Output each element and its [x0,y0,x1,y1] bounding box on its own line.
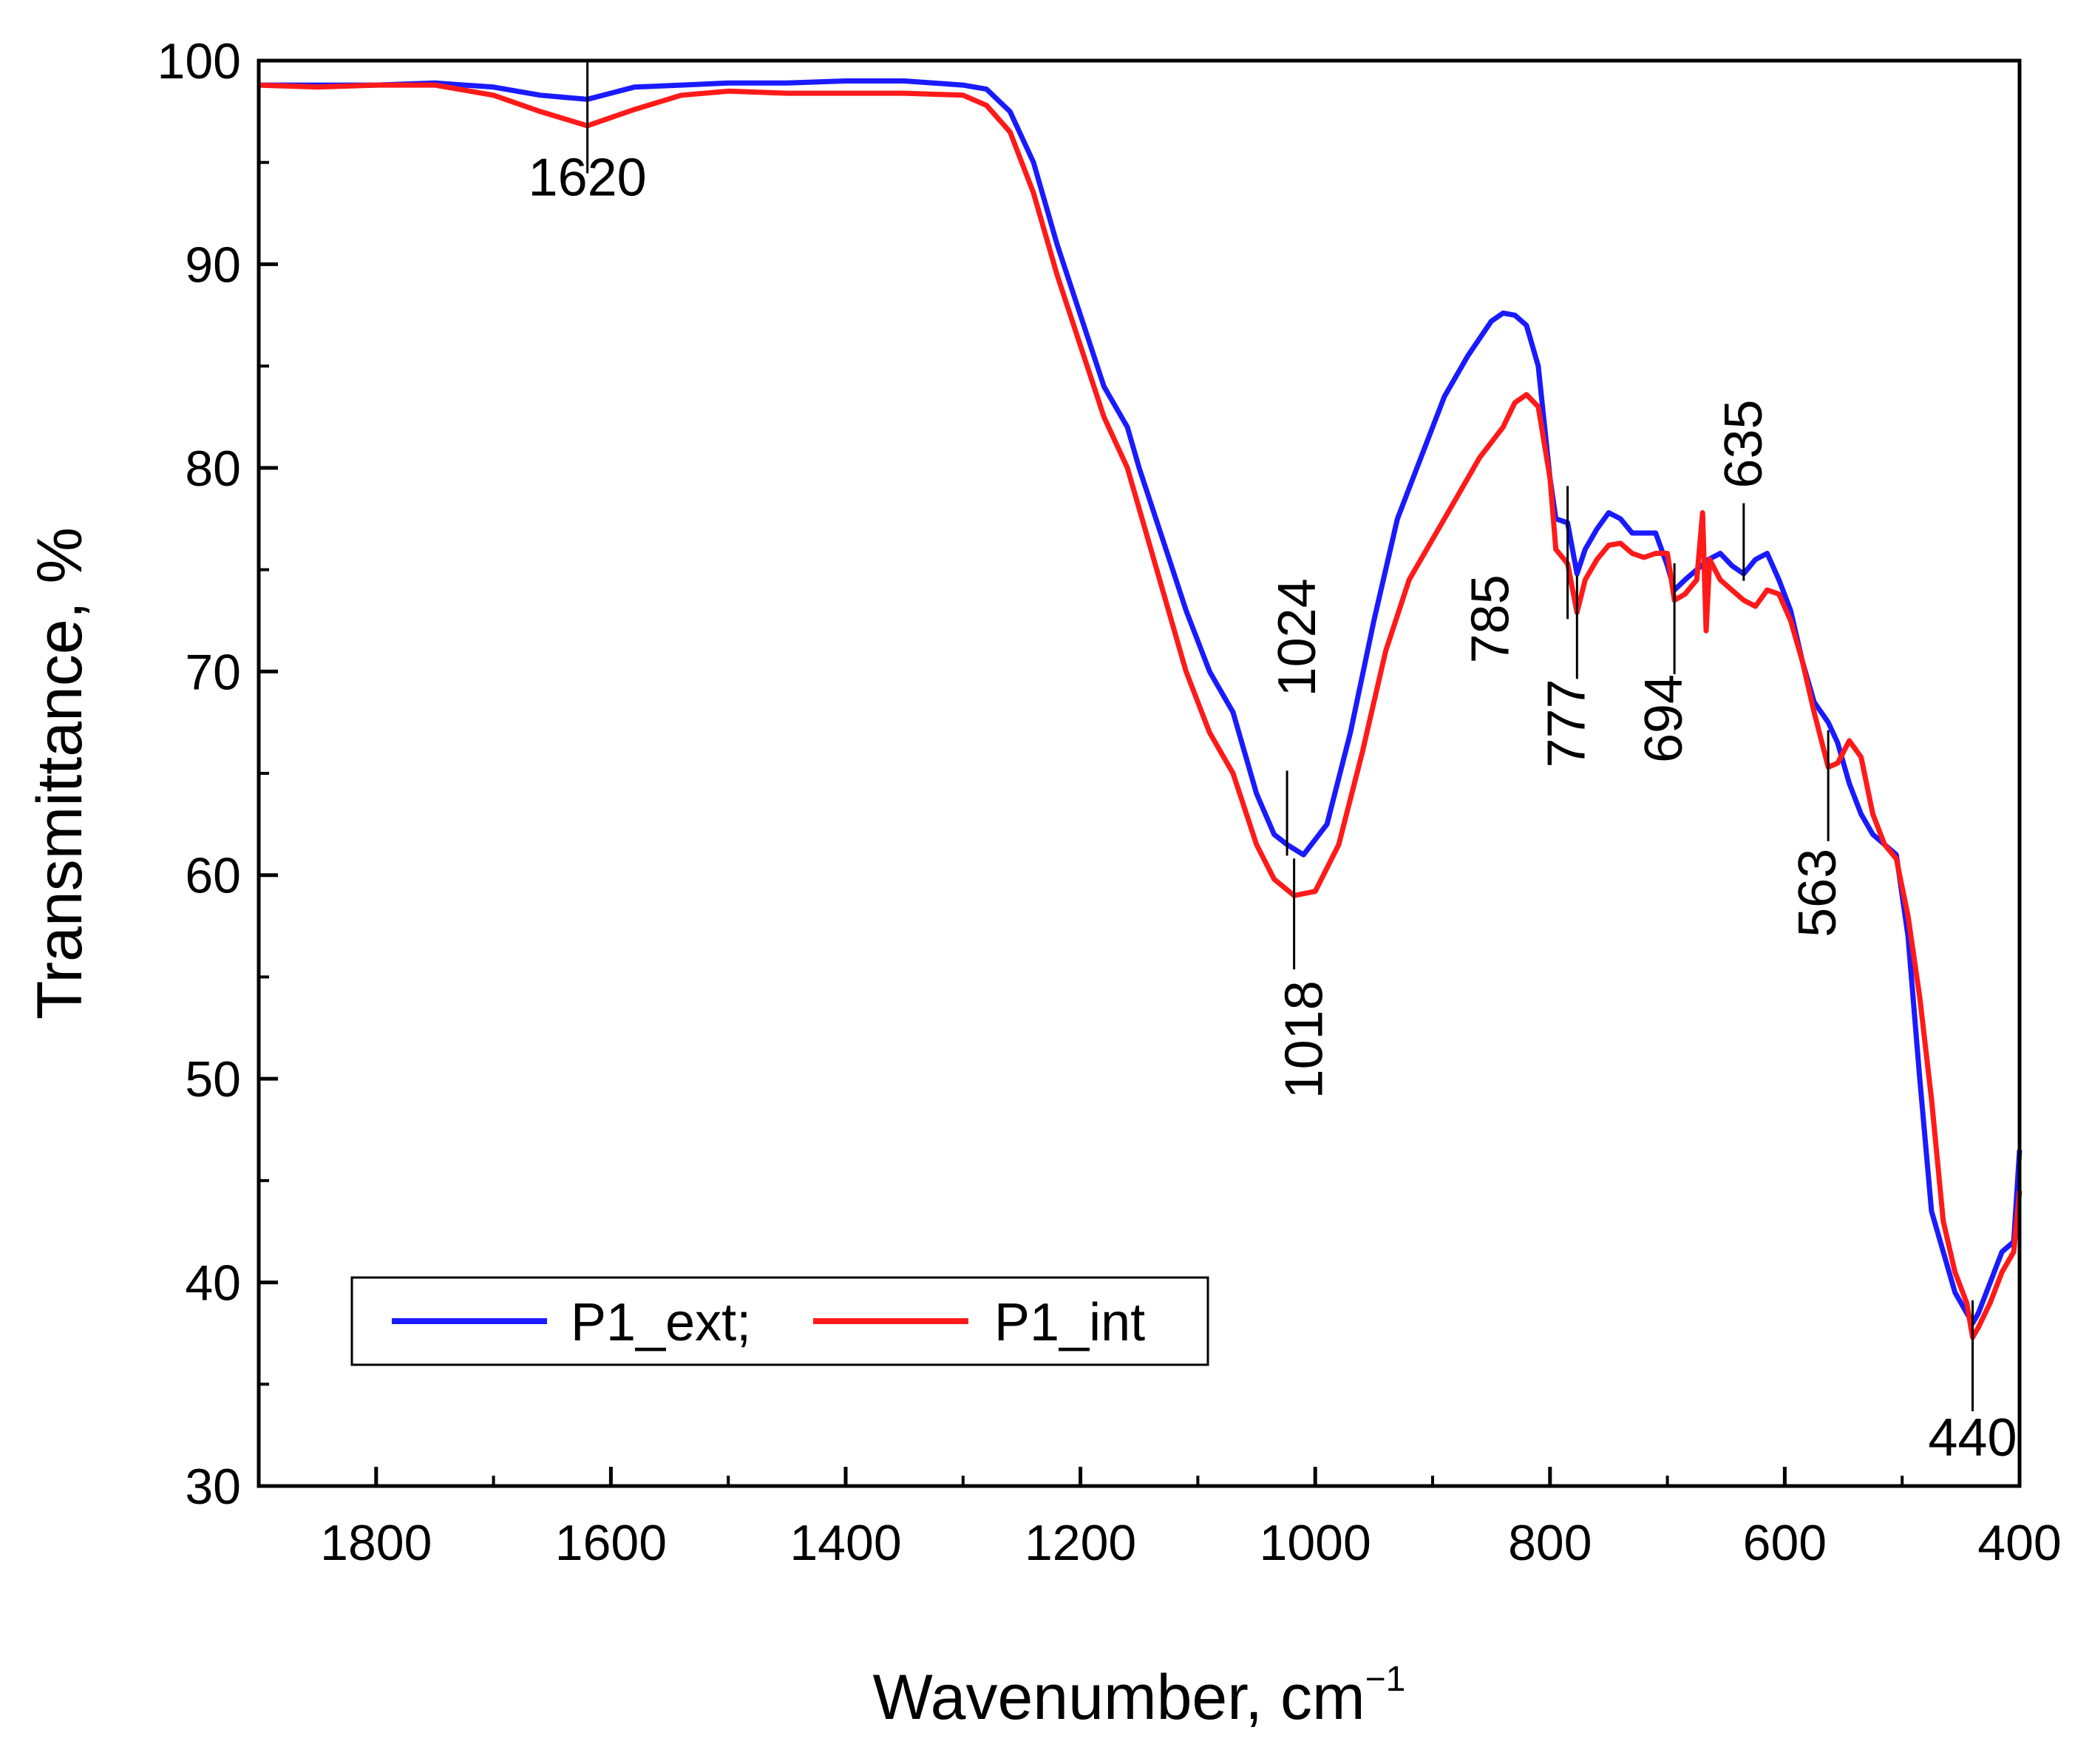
annotation-label-635: 635 [1714,399,1773,488]
y-tick-label: 60 [185,848,241,904]
annotation-label-563: 563 [1788,849,1847,937]
annotation-label-440: 440 [1928,1408,2017,1468]
y-tick-label: 100 [157,33,241,89]
y-tick-label: 90 [185,237,241,293]
annotation-label-1018: 1018 [1275,980,1334,1099]
annotation-label-777: 777 [1537,679,1596,767]
y-axis-title: Transmittance, % [24,527,95,1020]
y-tick-label: 50 [185,1051,241,1107]
x-tick-label: 400 [1977,1515,2061,1571]
x-tick-label: 800 [1508,1515,1592,1571]
x-tick-label: 1200 [1025,1515,1136,1571]
x-tick-label: 1800 [320,1515,432,1571]
x-tick-label: 1000 [1260,1515,1371,1571]
annotation-label-694: 694 [1634,674,1694,763]
x-tick-label: 1600 [555,1515,667,1571]
y-tick-label: 80 [185,441,241,497]
x-tick-label: 600 [1743,1515,1827,1571]
legend: P1_ext; P1_int [350,1276,1209,1366]
annotation-label-1024: 1024 [1268,578,1327,696]
annotation-label-1620: 1620 [529,148,647,207]
annotation-label-785: 785 [1461,574,1521,663]
y-tick-label: 30 [185,1459,241,1515]
x-tick-label: 1400 [789,1515,901,1571]
y-tick-label: 40 [185,1255,241,1312]
x-axis-title-text: Wavenumber, cm [873,1662,1365,1733]
annotation-layer: 1620 1024 1018 785 777 694 635 563 440 [529,62,2017,1468]
legend-label-p1-int: P1_int [994,1293,1145,1352]
y-tick-label: 70 [185,644,241,700]
axis-layer: 1800 1600 1400 1200 1000 800 600 400 30 40 50 60 70 8… [157,33,2062,1571]
x-axis-title-superscript: −1 [1365,1660,1406,1699]
x-axis-title: Wavenumber, cm−1 [873,1660,1406,1733]
legend-label-p1-ext: P1_ext; [571,1293,751,1352]
